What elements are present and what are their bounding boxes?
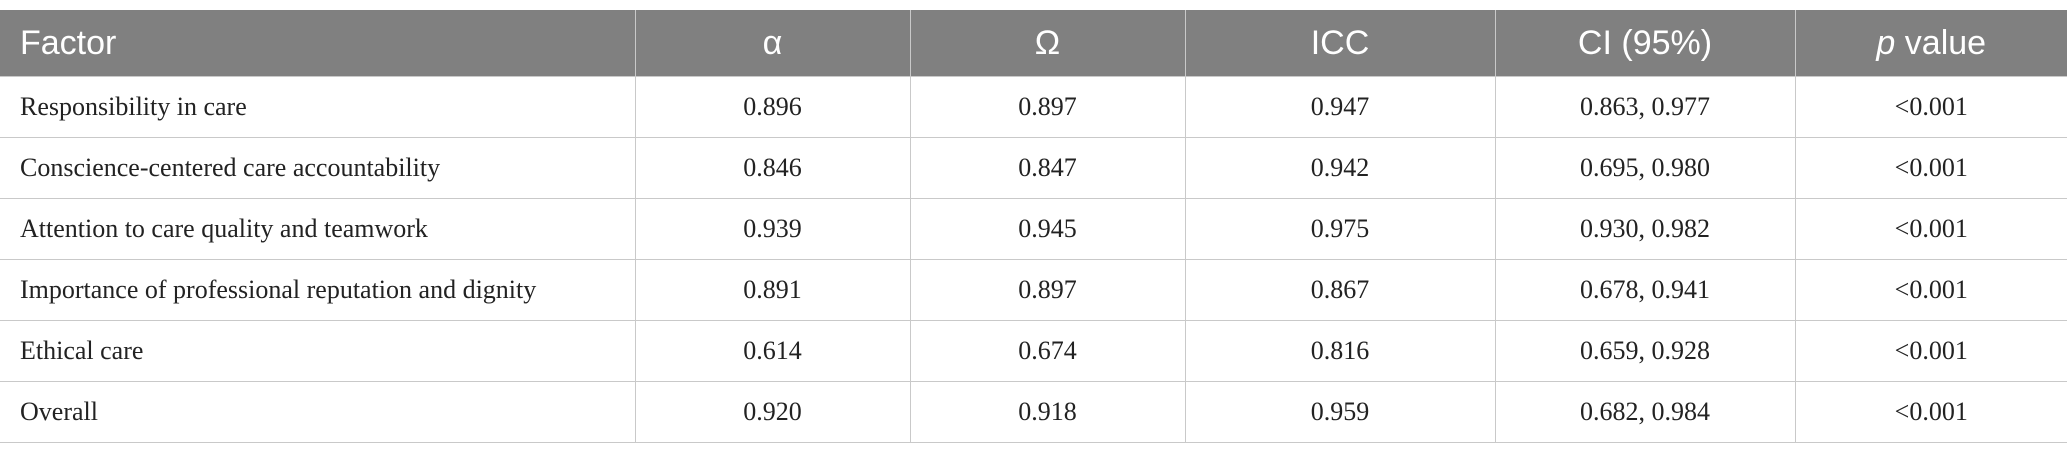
value-cell: 0.897 (909, 259, 1186, 321)
value-cell: 0.947 (1184, 76, 1496, 138)
value-cell: <0.001 (1794, 137, 2067, 199)
table-row: Conscience-centered care accountability 0… (0, 137, 2067, 199)
value-cell: 0.920 (634, 381, 911, 443)
header-row: Factor α Ω ICC CI (95%) p value (0, 10, 2067, 77)
value-cell: <0.001 (1794, 381, 2067, 443)
value-cell: 0.682, 0.984 (1494, 381, 1796, 443)
value-cell: 0.614 (634, 320, 911, 382)
factor-cell: Responsibility in care (0, 76, 636, 138)
value-cell: 0.975 (1184, 198, 1496, 260)
value-cell: 0.867 (1184, 259, 1496, 321)
factor-cell: Conscience-centered care accountability (0, 137, 636, 199)
factor-cell: Overall (0, 381, 636, 443)
table-row: Responsibility in care 0.896 0.897 0.947 0.8… (0, 76, 2067, 138)
header-italic: p (1876, 23, 1896, 62)
value-cell: 0.945 (909, 198, 1186, 260)
value-cell: 0.930, 0.982 (1494, 198, 1796, 260)
value-cell: 0.897 (909, 76, 1186, 138)
value-cell: 0.939 (634, 198, 911, 260)
table-body: Responsibility in care 0.896 0.897 0.947 0.8… (0, 76, 2067, 443)
header-text: value (1904, 23, 1987, 62)
value-cell: 0.959 (1184, 381, 1496, 443)
value-cell: 0.816 (1184, 320, 1496, 382)
table-row: Ethical care 0.614 0.674 0.816 0.659, 0.928 <… (0, 320, 2067, 382)
value-cell: 0.678, 0.941 (1494, 259, 1796, 321)
value-cell: 0.918 (909, 381, 1186, 443)
value-cell: 0.659, 0.928 (1494, 320, 1796, 382)
value-cell: <0.001 (1794, 198, 2067, 260)
header-cell: p value (1794, 10, 2067, 77)
factor-cell: Attention to care quality and teamwork (0, 198, 636, 260)
value-cell: 0.863, 0.977 (1494, 76, 1796, 138)
header-cell: α (634, 10, 911, 77)
value-cell: 0.891 (634, 259, 911, 321)
reliability-table: Factor α Ω ICC CI (95%) p value Responsibilit… (0, 10, 2067, 443)
value-cell: 0.942 (1184, 137, 1496, 199)
value-cell: 0.674 (909, 320, 1186, 382)
value-cell: <0.001 (1794, 76, 2067, 138)
value-cell: <0.001 (1794, 320, 2067, 382)
value-cell: <0.001 (1794, 259, 2067, 321)
factor-cell: Ethical care (0, 320, 636, 382)
table-row: Importance of professional reputation an… (0, 259, 2067, 321)
value-cell: 0.695, 0.980 (1494, 137, 1796, 199)
header-cell: Factor (0, 10, 636, 77)
table-row: Overall 0.920 0.918 0.959 0.682, 0.984 <0.001 (0, 381, 2067, 443)
value-cell: 0.847 (909, 137, 1186, 199)
header-cell: Ω (909, 10, 1186, 77)
value-cell: 0.846 (634, 137, 911, 199)
factor-cell: Importance of professional reputation an… (0, 259, 636, 321)
header-cell: CI (95%) (1494, 10, 1796, 77)
value-cell: 0.896 (634, 76, 911, 138)
header-cell: ICC (1184, 10, 1496, 77)
table-row: Attention to care quality and teamwork 0.… (0, 198, 2067, 260)
